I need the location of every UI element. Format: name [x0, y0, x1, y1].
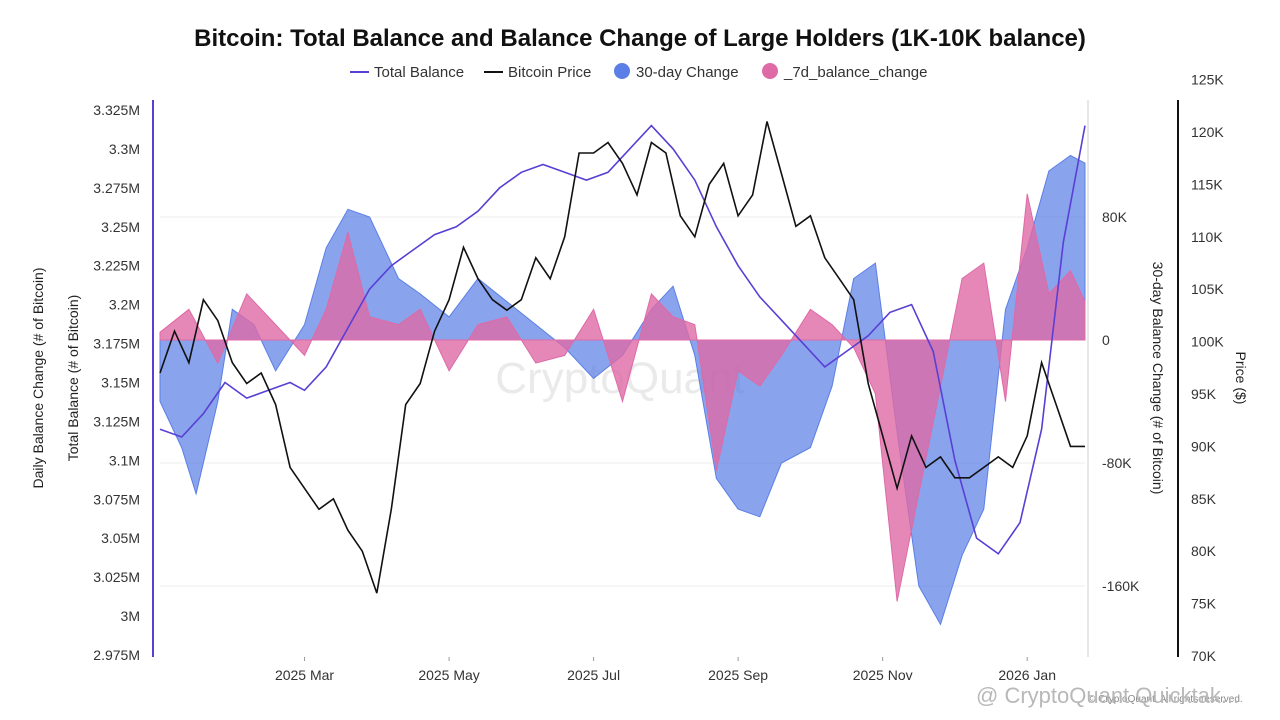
series-line-bitcoin-price [159, 121, 1085, 594]
change-tick-label: -160K [1102, 578, 1140, 594]
price-tick-label: 70K [1191, 648, 1217, 664]
x-tick-label: 2025 Nov [853, 667, 913, 683]
change-axis-title: 30-day Balance Change (# of Bitcoin) [1150, 262, 1166, 495]
change-axis-ticks: 80K 0 -80K -160K [1102, 209, 1140, 594]
legend-dot-icon [762, 63, 778, 79]
price-tick-label: 90K [1191, 438, 1217, 454]
x-tick-label: 2025 Sep [708, 667, 768, 683]
plot-area [159, 121, 1086, 626]
legend[interactable]: Total Balance Bitcoin Price 30-day Chang… [350, 63, 927, 81]
legend-label: Total Balance [374, 64, 464, 81]
left-tick-label: 3.15M [101, 375, 140, 391]
left-tick-label: 2.975M [93, 647, 140, 663]
price-tick-label: 115K [1191, 176, 1223, 192]
price-axis-title: Price ($) [1233, 352, 1249, 405]
left-outer-axis-title: Daily Balance Change (# of Bitcoin) [30, 267, 46, 488]
left-tick-label: 3.3M [109, 141, 140, 157]
left-tick-label: 3.275M [93, 180, 140, 196]
x-tick-label: 2025 Jul [567, 667, 620, 683]
series-line-total-balance [159, 124, 1086, 555]
left-tick-label: 3.225M [93, 258, 140, 274]
x-tick-label: 2025 May [418, 667, 479, 683]
legend-item-7d-balance-change[interactable]: _7d_balance_change [762, 63, 927, 81]
left-tick-label: 3.325M [93, 102, 140, 118]
price-tick-label: 85K [1191, 491, 1217, 507]
legend-label: 30-day Change [636, 64, 739, 81]
left-tick-label: 3.05M [101, 530, 140, 546]
price-tick-label: 110K [1191, 229, 1223, 245]
left-axis-title: Total Balance (# of Bitcoin) [65, 295, 81, 462]
legend-item-30-day-change[interactable]: 30-day Change [614, 63, 739, 81]
left-tick-label: 3.25M [101, 219, 140, 235]
legend-label: Bitcoin Price [508, 64, 591, 81]
price-tick-label: 95K [1191, 386, 1217, 402]
price-tick-label: 100K [1191, 334, 1224, 350]
left-tick-label: 3.025M [93, 569, 140, 585]
change-tick-label: 0 [1102, 332, 1110, 348]
price-tick-label: 75K [1191, 596, 1217, 612]
x-tick-label: 2026 Jan [998, 667, 1056, 683]
footer-handle: @ CryptoQuant Quicktak... [976, 683, 1239, 708]
legend-item-bitcoin-price[interactable]: Bitcoin Price [484, 64, 591, 81]
change-tick-label: 80K [1102, 209, 1128, 225]
footer-credit: © CryptoQuant. All rights reserved. [1088, 694, 1243, 705]
series-area-30-day-change [159, 154, 1086, 626]
x-axis-ticks: 2025 Mar 2025 May 2025 Jul 2025 Sep 2025 Nov… [275, 657, 1056, 683]
price-tick-label: 80K [1191, 543, 1217, 559]
left-tick-label: 3.175M [93, 336, 140, 352]
left-tick-label: 3.2M [109, 297, 140, 313]
series-area-7d-balance-change [159, 193, 1086, 602]
x-tick-label: 2025 Mar [275, 667, 334, 683]
legend-label: _7d_balance_change [783, 64, 927, 81]
legend-dot-icon [614, 63, 630, 79]
chart-title: Bitcoin: Total Balance and Balance Chang… [194, 25, 1086, 52]
change-tick-label: -80K [1102, 455, 1132, 471]
left-tick-label: 3M [121, 608, 140, 624]
price-axis-ticks: 125K 120K 115K 110K 105K 100K 95K 90K 85K 80K 75K 7… [1191, 72, 1224, 664]
price-tick-label: 105K [1191, 281, 1224, 297]
price-tick-label: 125K [1191, 72, 1224, 88]
left-axis-ticks: 3.325M 3.3M 3.275M 3.25M 3.225M 3.2M 3.175M 3.1… [93, 102, 140, 663]
left-tick-label: 3.075M [93, 491, 140, 507]
legend-item-total-balance[interactable]: Total Balance [350, 64, 464, 81]
left-tick-label: 3.125M [93, 413, 140, 429]
price-tick-label: 120K [1191, 124, 1224, 140]
left-tick-label: 3.1M [109, 452, 140, 468]
